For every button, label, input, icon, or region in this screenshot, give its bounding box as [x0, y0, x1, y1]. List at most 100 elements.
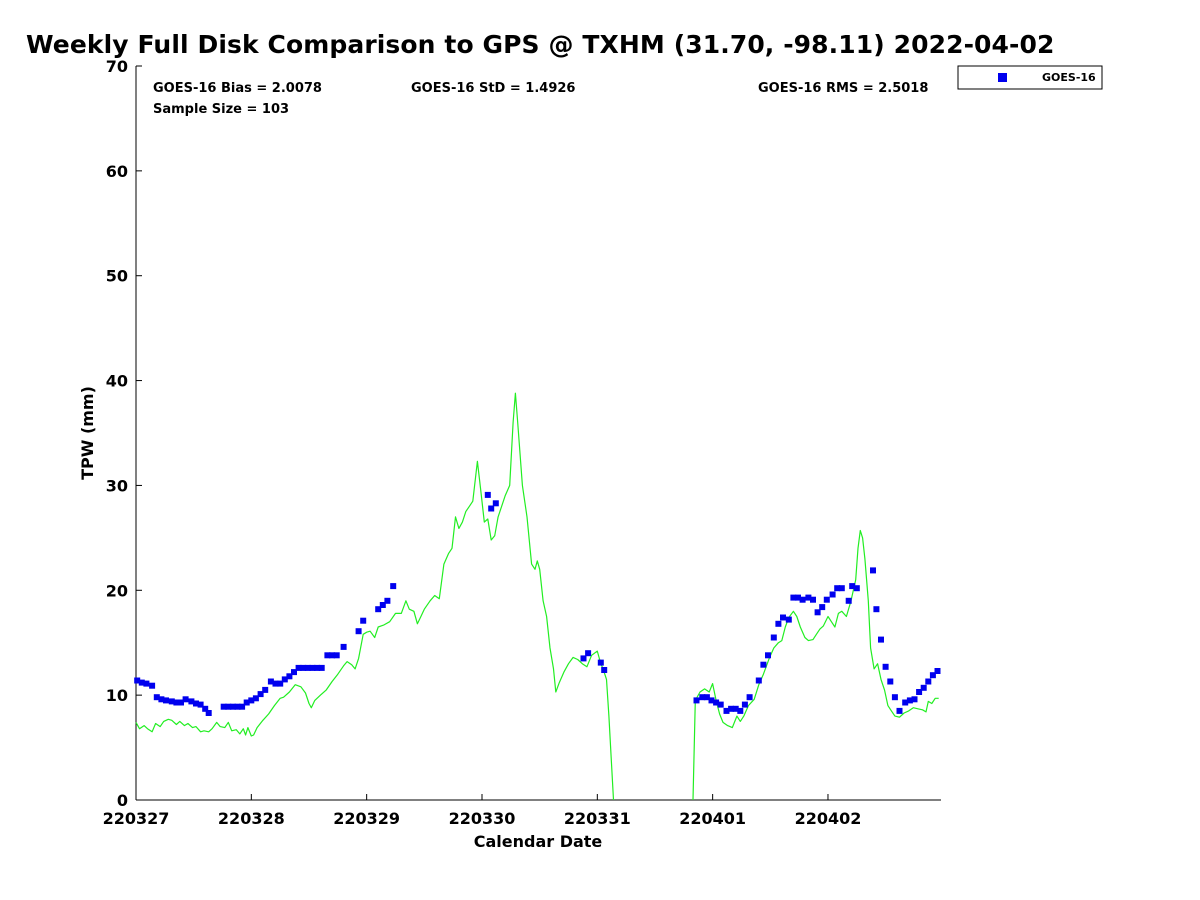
goes16-point-71	[775, 620, 782, 627]
goes16-point-17	[225, 703, 232, 710]
goes16-point-92	[887, 678, 894, 685]
goes16-point-67	[755, 677, 762, 684]
goes16-point-83	[834, 585, 841, 592]
stat-std: GOES-16 StD = 1.4926	[411, 81, 575, 96]
goes16-point-74	[790, 594, 797, 601]
goes16-point-40	[333, 652, 340, 659]
goes16-point-43	[360, 617, 367, 624]
y-axis-label: TPW (mm)	[78, 386, 97, 480]
goes16-point-53	[597, 659, 604, 666]
goes16-point-13	[197, 701, 204, 708]
goes16-point-55	[693, 697, 700, 704]
goes16-point-80	[819, 604, 826, 611]
goes16-point-36	[314, 664, 321, 671]
goes16-point-48	[484, 491, 491, 498]
goes16-point-3	[149, 682, 156, 689]
goes16-marker-series	[134, 491, 941, 716]
goes16-point-32	[295, 664, 302, 671]
y-tick-label-6: 60	[106, 162, 128, 181]
goes16-point-27	[272, 680, 279, 687]
goes16-point-46	[384, 597, 391, 604]
goes16-point-24	[257, 691, 264, 698]
goes16-point-73	[785, 616, 792, 623]
y-ticks: 0 10 20 30 40 50 60 70	[106, 57, 142, 810]
goes16-point-23	[252, 695, 259, 702]
goes16-point-18	[229, 703, 236, 710]
goes16-point-19	[234, 703, 241, 710]
goes16-point-64	[737, 707, 744, 714]
goes16-point-102	[934, 668, 941, 674]
goes16-point-57	[703, 694, 710, 701]
goes16-point-41	[340, 643, 347, 650]
goes16-point-50	[492, 500, 499, 507]
goes16-point-22	[248, 697, 255, 704]
goes16-point-95	[902, 699, 909, 706]
goes16-point-82	[829, 591, 836, 598]
goes16-point-20	[239, 703, 246, 710]
goes16-point-28	[277, 680, 284, 687]
goes16-point-60	[717, 701, 724, 708]
goes16-point-6	[163, 697, 169, 704]
goes16-point-12	[193, 700, 199, 707]
goes16-point-33	[300, 664, 307, 671]
stat-rms: GOES-16 RMS = 2.5018	[758, 81, 928, 96]
goes16-point-87	[853, 585, 860, 592]
goes16-point-97	[911, 696, 918, 703]
goes16-point-84	[838, 585, 845, 592]
goes16-point-37	[318, 664, 325, 671]
goes16-point-9	[178, 699, 184, 706]
goes16-point-76	[799, 596, 806, 603]
goes16-point-69	[765, 652, 771, 659]
x-tick-label-2: 220329	[333, 809, 400, 828]
goes16-point-63	[732, 705, 739, 712]
goes16-point-15	[205, 710, 212, 716]
goes16-point-21	[243, 699, 250, 706]
stat-bias: GOES-16 Bias = 2.0078	[153, 81, 322, 96]
goes16-point-31	[291, 669, 297, 676]
y-tick-label-1: 10	[106, 686, 128, 705]
goes16-point-100	[925, 678, 932, 685]
gps-line-series	[135, 392, 939, 801]
goes16-point-66	[746, 694, 753, 701]
gps-line-segment-0	[135, 392, 615, 801]
goes16-point-39	[329, 652, 336, 659]
goes16-point-93	[891, 694, 898, 701]
gps-line-segment-1	[692, 529, 939, 801]
goes16-point-45	[379, 602, 386, 608]
goes16-point-30	[286, 673, 293, 680]
goes16-point-88	[870, 567, 876, 574]
x-tick-label-0: 220327	[103, 809, 170, 828]
goes16-point-47	[390, 583, 397, 590]
goes16-point-38	[324, 652, 331, 659]
goes16-point-16	[220, 703, 227, 710]
x-tick-label-6: 220402	[795, 809, 862, 828]
goes16-point-58	[708, 697, 715, 704]
goes16-point-34	[304, 664, 311, 671]
goes16-point-8	[173, 699, 180, 706]
goes16-point-99	[920, 684, 927, 691]
goes16-point-56	[699, 694, 706, 701]
x-ticks: 220327 220328 220329 220330 220331 220401 2204…	[103, 794, 862, 828]
goes16-point-91	[882, 663, 889, 670]
goes16-point-26	[267, 678, 274, 685]
x-tick-label-1: 220328	[218, 809, 285, 828]
legend-box	[957, 65, 1103, 90]
y-tick-label-3: 30	[106, 476, 128, 495]
goes16-point-86	[849, 583, 856, 590]
goes16-point-2	[143, 680, 150, 687]
goes16-point-75	[795, 594, 801, 601]
goes16-point-29	[281, 676, 288, 683]
stat-sample-size: Sample Size = 103	[153, 102, 289, 117]
goes16-point-59	[713, 699, 720, 706]
goes16-point-70	[770, 634, 777, 641]
goes16-point-81	[823, 596, 830, 603]
goes16-point-14	[202, 705, 209, 712]
goes16-point-42	[355, 628, 362, 635]
goes16-point-11	[188, 698, 195, 705]
goes16-point-101	[929, 672, 936, 679]
goes16-point-4	[153, 694, 160, 701]
goes16-point-49	[488, 505, 495, 512]
goes16-point-72	[780, 614, 786, 621]
goes16-point-89	[873, 606, 880, 613]
x-tick-label-4: 220331	[564, 809, 631, 828]
